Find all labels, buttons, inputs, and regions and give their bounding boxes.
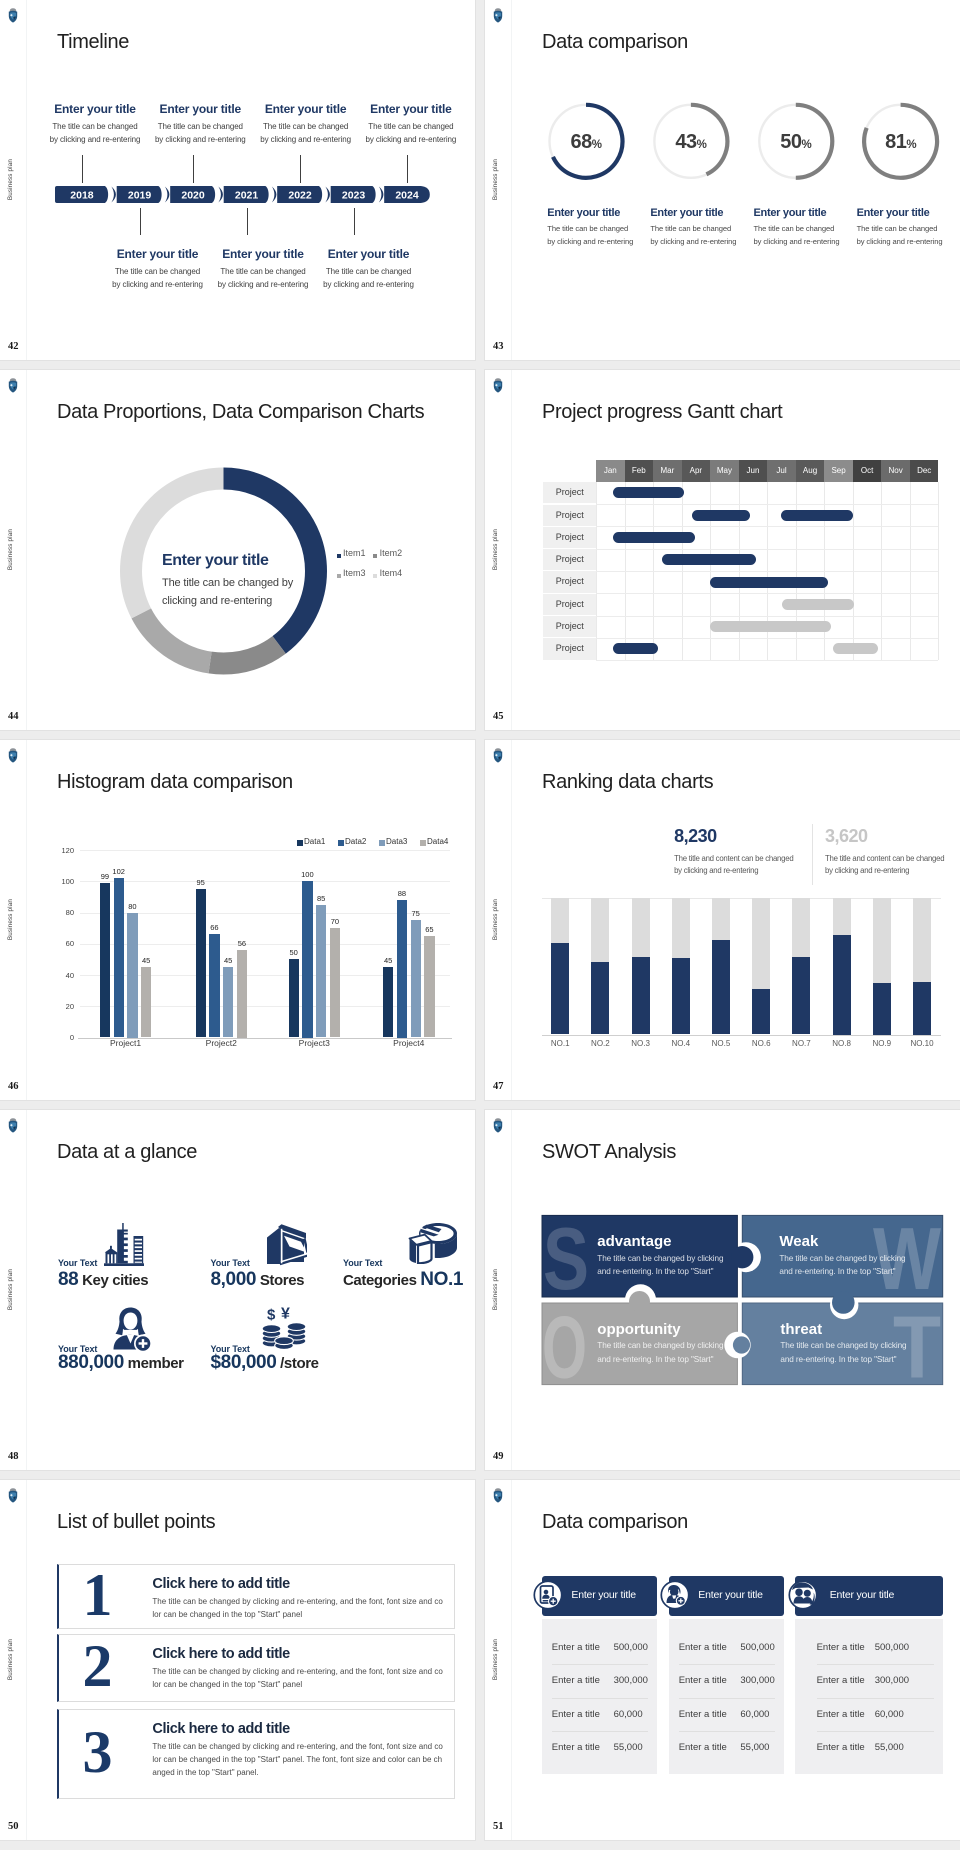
svg-text:T: T	[893, 1298, 941, 1397]
svg-text:W: W	[873, 1209, 941, 1308]
svg-text:¥: ¥	[281, 1306, 290, 1323]
svg-text:O: O	[542, 1298, 587, 1397]
svg-text:2018: 2018	[70, 189, 94, 201]
svg-text:$: $	[267, 1307, 276, 1324]
svg-text:2024: 2024	[395, 189, 419, 201]
svg-text:2021: 2021	[235, 189, 259, 201]
svg-text:2020: 2020	[181, 189, 205, 201]
svg-text:2023: 2023	[342, 189, 366, 201]
svg-text:2022: 2022	[288, 189, 312, 201]
svg-text:S: S	[543, 1209, 589, 1308]
svg-text:2019: 2019	[128, 189, 152, 201]
